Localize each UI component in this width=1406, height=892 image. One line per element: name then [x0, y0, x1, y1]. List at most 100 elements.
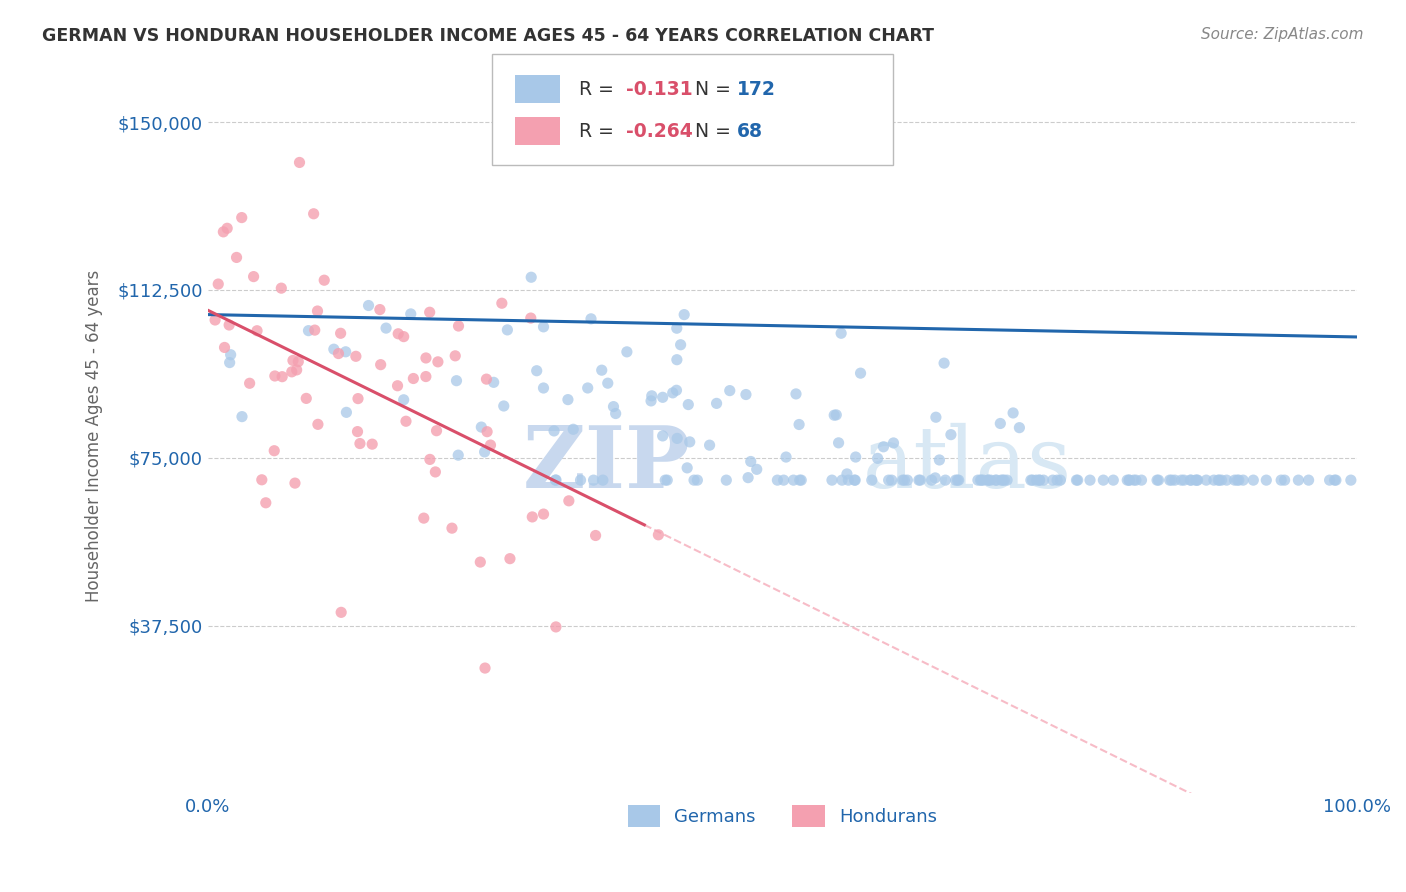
Point — [558, 493, 581, 508]
Point — [678, 398, 700, 412]
Point — [969, 473, 991, 487]
Point — [821, 473, 844, 487]
Text: Source: ZipAtlas.com: Source: ZipAtlas.com — [1201, 27, 1364, 42]
Point — [1340, 473, 1362, 487]
Point — [891, 473, 914, 487]
Point — [1028, 473, 1050, 487]
Point — [520, 311, 543, 326]
Point — [1226, 473, 1249, 487]
Point — [231, 409, 253, 424]
Point — [945, 473, 967, 487]
Y-axis label: Householder Income Ages 45 - 64 years: Householder Income Ages 45 - 64 years — [86, 269, 103, 601]
Point — [849, 366, 872, 380]
Point — [775, 450, 797, 464]
Point — [330, 605, 353, 619]
Text: N =: N = — [695, 79, 737, 99]
Point — [641, 389, 664, 403]
Point — [772, 473, 794, 487]
Point — [263, 369, 285, 384]
Point — [492, 399, 515, 413]
Point — [328, 346, 350, 360]
Point — [304, 323, 326, 337]
Point — [1324, 473, 1347, 487]
Point — [526, 364, 548, 378]
Text: -0.264: -0.264 — [626, 121, 692, 141]
Point — [1215, 473, 1237, 487]
Point — [287, 354, 309, 368]
Point — [1130, 473, 1153, 487]
Point — [1118, 473, 1140, 487]
Point — [543, 424, 565, 438]
Point — [419, 452, 441, 467]
Point — [557, 392, 579, 407]
Point — [482, 376, 505, 390]
Point — [576, 381, 599, 395]
Point — [880, 473, 903, 487]
Point — [1211, 473, 1233, 487]
Point — [1049, 473, 1071, 487]
Point — [896, 473, 918, 487]
Point — [392, 392, 415, 407]
Point — [322, 342, 344, 356]
Point — [440, 521, 463, 535]
Point — [387, 378, 409, 392]
Text: atlas: atlas — [863, 423, 1071, 506]
Point — [1042, 473, 1064, 487]
Point — [934, 473, 956, 487]
Point — [686, 473, 709, 487]
Point — [412, 511, 434, 525]
Point — [1032, 473, 1054, 487]
Point — [370, 358, 392, 372]
Point — [297, 324, 319, 338]
Point — [835, 467, 858, 481]
Point — [673, 308, 696, 322]
Point — [1274, 473, 1296, 487]
Text: GERMAN VS HONDURAN HOUSEHOLDER INCOME AGES 45 - 64 YEARS CORRELATION CHART: GERMAN VS HONDURAN HOUSEHOLDER INCOME AG… — [42, 27, 934, 45]
Point — [231, 211, 253, 225]
Point — [395, 414, 418, 428]
Point — [1202, 473, 1225, 487]
Point — [740, 454, 762, 468]
Point — [882, 436, 904, 450]
Point — [499, 551, 522, 566]
Point — [1146, 473, 1168, 487]
Point — [402, 371, 425, 385]
Point — [993, 473, 1015, 487]
Point — [1323, 473, 1346, 487]
Point — [307, 304, 329, 318]
Point — [425, 465, 447, 479]
Point — [204, 313, 226, 327]
Point — [263, 443, 285, 458]
Point — [877, 473, 900, 487]
Point — [562, 422, 585, 436]
Point — [1206, 473, 1229, 487]
Point — [977, 473, 1000, 487]
Point — [329, 326, 352, 341]
Point — [470, 420, 492, 434]
Point — [218, 318, 240, 332]
Point — [1227, 473, 1250, 487]
Point — [1025, 473, 1047, 487]
Point — [766, 473, 789, 487]
Point — [242, 269, 264, 284]
Point — [995, 473, 1018, 487]
Point — [718, 384, 741, 398]
Point — [212, 225, 235, 239]
Point — [830, 326, 852, 341]
Point — [1078, 473, 1101, 487]
Point — [569, 473, 592, 487]
Legend: Germans, Hondurans: Germans, Hondurans — [620, 798, 945, 834]
Point — [986, 473, 1008, 487]
Point — [474, 661, 496, 675]
Point — [344, 349, 367, 363]
Point — [419, 305, 441, 319]
Point — [281, 353, 304, 368]
Point — [706, 396, 728, 410]
Point — [827, 435, 849, 450]
Point — [1118, 473, 1140, 487]
Point — [654, 473, 676, 487]
Point — [893, 473, 915, 487]
Point — [254, 496, 277, 510]
Point — [349, 436, 371, 450]
Point — [1147, 473, 1170, 487]
